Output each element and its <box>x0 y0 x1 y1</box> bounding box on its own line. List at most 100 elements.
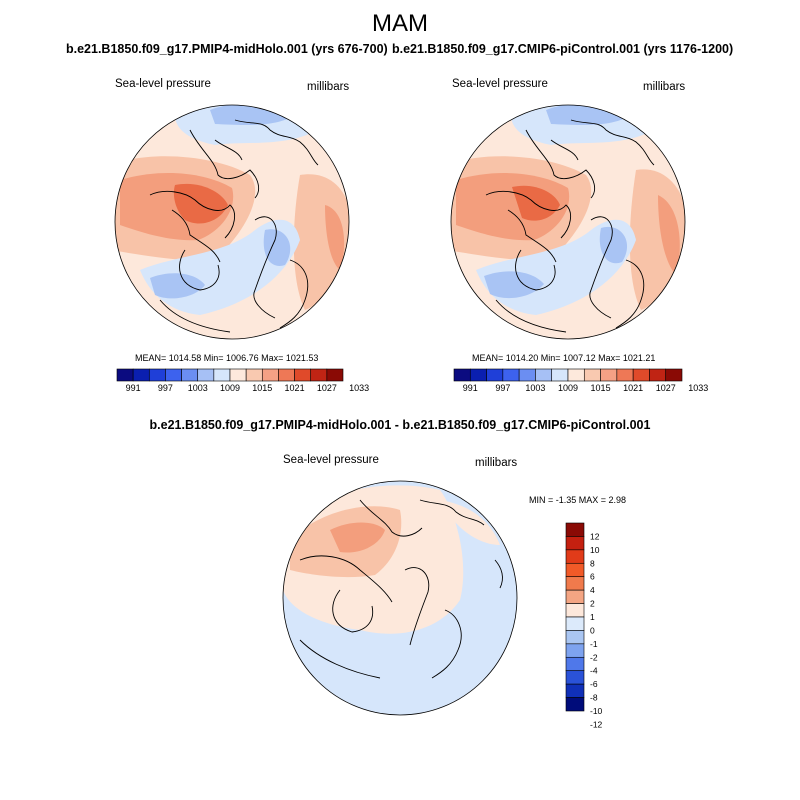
panel-2-colorbar-swatch <box>600 368 618 382</box>
panel-3-colorbar-swatch <box>565 549 585 564</box>
panel-2-high-east-mid <box>658 195 680 275</box>
panel-3-colorbar-tick-label: -10 <box>590 706 603 716</box>
panel-3-colorbar-tick-label: -12 <box>590 719 603 729</box>
season-title: MAM <box>372 10 428 37</box>
panel-2-colorbar-tick-label: 1033 <box>688 383 708 393</box>
panel-2-colorbar-tick-label: 997 <box>495 383 510 393</box>
panel-2-colorbar-tick-label: 1003 <box>525 383 545 393</box>
panel-1-colorbar-swatch <box>310 368 328 382</box>
panel-2-colorbar-swatch <box>567 368 585 382</box>
panel-2-colorbar-swatch <box>649 368 667 382</box>
panel-1-colorbar-swatch <box>132 368 150 382</box>
panel-2-units: millibars <box>643 81 686 93</box>
panel-2-colorbar-swatch <box>665 368 683 382</box>
panel-2-colorbar-tick-label: 1015 <box>591 383 611 393</box>
panel-3-colorbar-swatch <box>565 670 585 685</box>
panel-3-colorbar-swatch <box>565 683 585 698</box>
panel-3-colorbar-tick-label: 4 <box>590 585 595 595</box>
panel-1-colorbar-swatch <box>245 368 263 382</box>
panel-2-map-border <box>450 104 686 340</box>
panel-3-colorbar-swatch <box>565 616 585 631</box>
panel-2-colorbar-swatch <box>486 368 504 382</box>
panel-2-colorbar-tick-label: 991 <box>463 383 478 393</box>
panel-1-colorbar-swatch <box>165 368 182 382</box>
panel-3-map <box>283 481 517 715</box>
panel-1-colorbar-swatch <box>261 368 279 382</box>
panel-1-coastlines <box>149 119 319 333</box>
panel-1-variable: Sea-level pressure <box>115 78 211 90</box>
panel-2-colorbar-swatch <box>502 368 520 382</box>
panel-3-units: millibars <box>475 457 518 469</box>
panel-1-colorbar-swatch <box>181 368 199 382</box>
panel-2-colorbar: 991 997 1003 1009 1015 1021 1027 1033 <box>453 368 708 393</box>
panel-1-colorbar-swatch <box>278 368 295 382</box>
panel-3-colorbar-tick-label: -6 <box>590 679 598 689</box>
panel-3-colorbar-swatch <box>565 536 585 551</box>
panel-1-colorbar-swatch <box>213 368 231 382</box>
panel-2-colorbar-swatch <box>518 368 536 382</box>
panel-2-colorbar-tick-label: 1027 <box>656 383 676 393</box>
panel-1-high-east-mid <box>325 205 345 270</box>
panel-3-colorbar-swatch <box>565 603 585 618</box>
panel-1-title: b.e21.B1850.f09_g17.PMIP4-midHolo.001 (y… <box>66 42 388 56</box>
panel-2-coastlines <box>485 119 655 333</box>
panel-1-colorbar-tick-label: 1015 <box>252 383 272 393</box>
panel-1-colorbar-tick-label: 1009 <box>220 383 240 393</box>
panel-3-colorbar-tick-label: 1 <box>590 612 595 622</box>
panel-3-minmax: MIN = -1.35 MAX = 2.98 <box>529 495 627 505</box>
panel-1-colorbar-tick-label: 991 <box>126 383 141 393</box>
panel-1-map <box>115 105 349 339</box>
panel-2-colorbar-swatch <box>616 368 634 382</box>
panel-3-title: b.e21.B1850.f09_g17.PMIP4-midHolo.001 - … <box>149 418 651 432</box>
panel-3-positive-core <box>330 522 385 553</box>
panel-2-colorbar-swatch <box>453 368 471 382</box>
panel-3-colorbar-tick-label: 6 <box>590 572 595 582</box>
panel-2-colorbar-swatch <box>551 368 569 382</box>
panel-3-map-border <box>282 480 518 716</box>
panel-3-colorbar-swatch <box>565 562 585 578</box>
panel-1-low-center-core <box>263 229 291 266</box>
panel-1-colorbar-tick-label: 997 <box>158 383 173 393</box>
panel-2-low-center-core <box>599 226 628 264</box>
panel-2-low-south-core <box>484 271 544 299</box>
panel-2-variable: Sea-level pressure <box>452 78 548 90</box>
panel-1-colorbar-tick-label: 1033 <box>349 383 369 393</box>
panel-1-map-border <box>114 104 350 340</box>
panel-3-colorbar-swatch <box>565 656 585 672</box>
panel-3-colorbar-swatch <box>565 643 585 658</box>
panel-1-colorbar-swatch <box>197 368 215 382</box>
panel-3-variable: Sea-level pressure <box>283 454 379 466</box>
panel-2-map <box>451 105 685 339</box>
panel-3-colorbar-tick-label: -8 <box>590 693 598 703</box>
panel-2-colorbar-swatch <box>632 368 650 382</box>
panel-3-colorbar-tick-label: -1 <box>590 639 598 649</box>
panel-2-stats: MEAN= 1014.20 Min= 1007.12 Max= 1021.21 <box>472 353 656 363</box>
panel-1-colorbar-swatch <box>229 368 247 382</box>
panel-3-colorbar-swatch <box>565 630 585 645</box>
panel-2-high-west-core <box>512 185 560 221</box>
panel-2-title: b.e21.B1850.f09_g17.CMIP6-piControl.001 … <box>392 42 734 56</box>
panel-2-colorbar-tick-label: 1009 <box>558 383 578 393</box>
panel-2-colorbar-swatch <box>469 368 487 382</box>
panel-1-colorbar-tick-label: 1021 <box>285 383 305 393</box>
panel-3-colorbar-tick-label: 10 <box>590 545 600 555</box>
panel-1-colorbar-swatch <box>148 368 166 382</box>
panel-1-high-west-core <box>173 183 228 224</box>
panel-1-colorbar-tick-label: 1027 <box>317 383 337 393</box>
panel-2-colorbar-swatch <box>583 368 601 382</box>
panel-3-colorbar-tick-label: 2 <box>590 599 595 609</box>
panel-3-colorbar-swatch <box>565 522 585 537</box>
panel-2-colorbar-swatch <box>535 368 553 382</box>
panel-3-colorbar-swatch <box>565 697 585 712</box>
panel-3-colorbar-swatch <box>565 576 585 591</box>
panel-2-colorbar-tick-label: 1021 <box>623 383 643 393</box>
panel-1-colorbar-swatch <box>326 368 344 382</box>
panel-3-colorbar-tick-label: 12 <box>590 531 600 541</box>
panel-1-colorbar-swatch <box>116 368 134 382</box>
panel-3-colorbar-swatch <box>565 589 585 604</box>
panel-3-colorbar-tick-label: -2 <box>590 652 598 662</box>
panel-1-stats: MEAN= 1014.58 Min= 1006.76 Max= 1021.53 <box>135 353 319 363</box>
